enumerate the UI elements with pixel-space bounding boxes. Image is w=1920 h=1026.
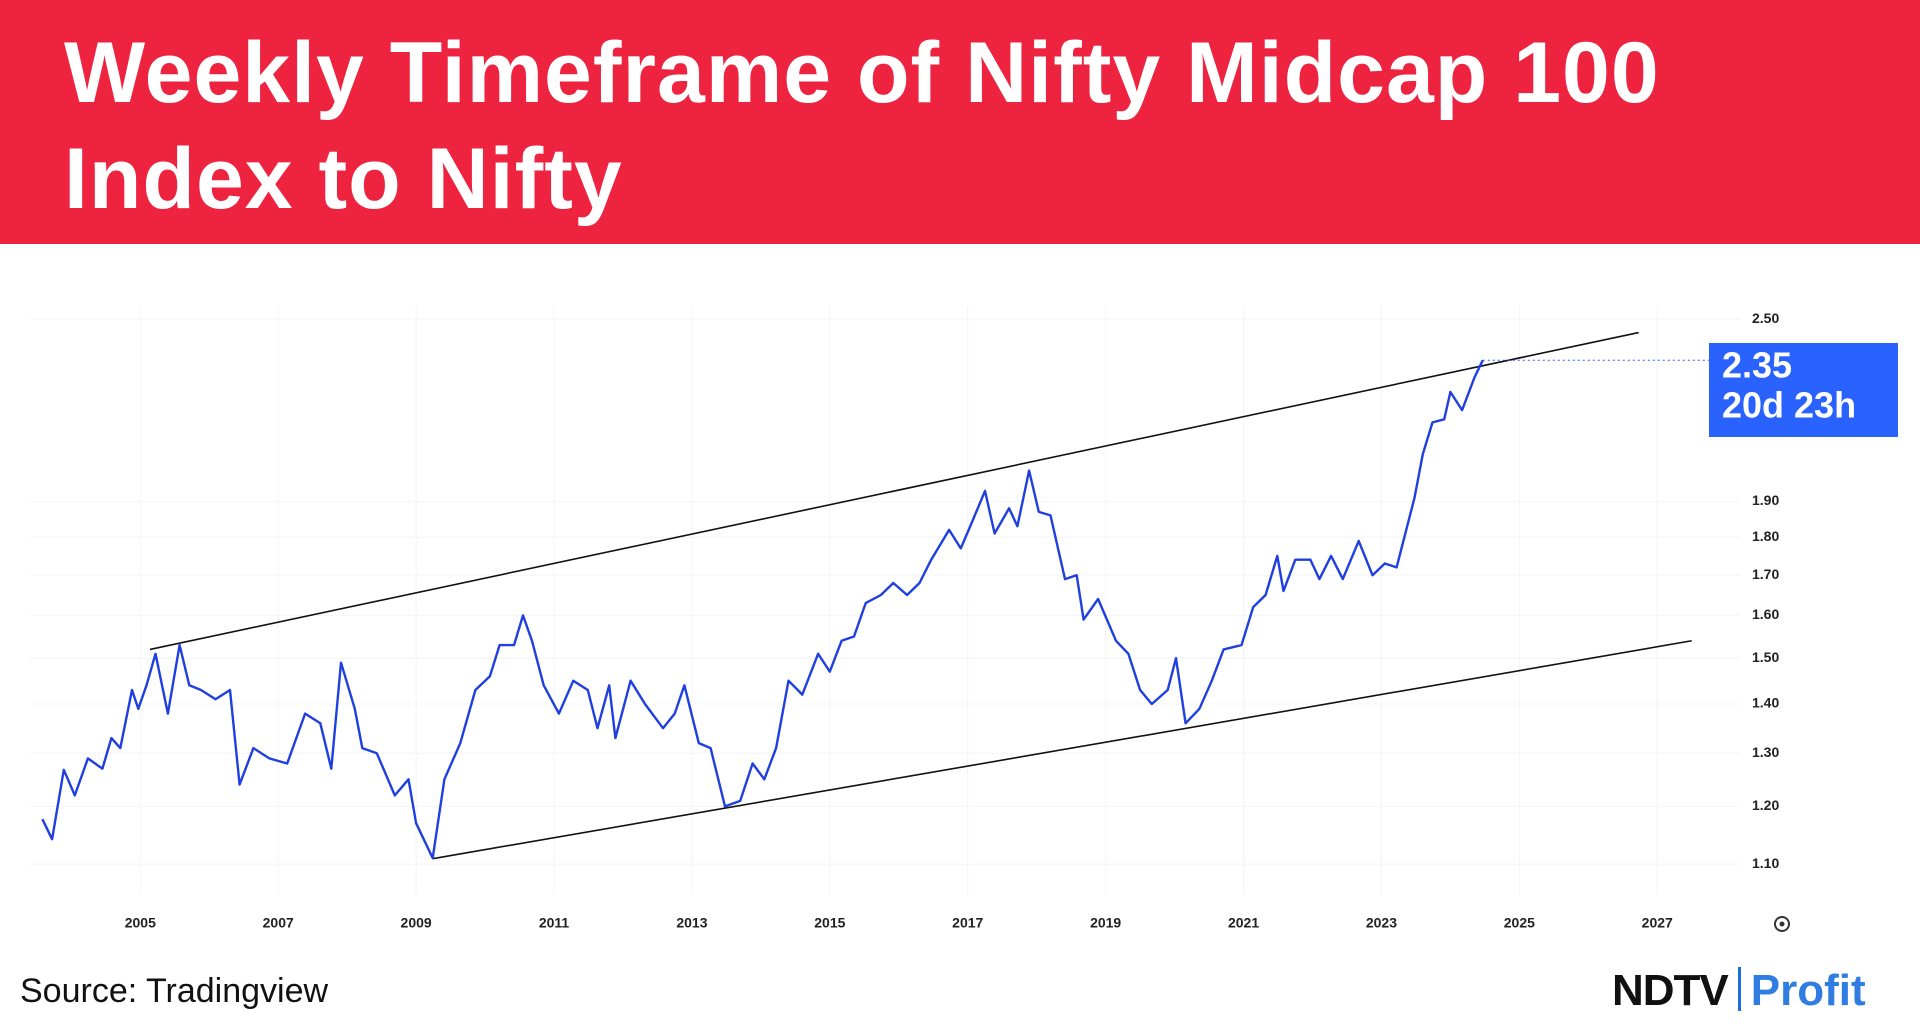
- y-tick-label: 1.10: [1752, 855, 1779, 871]
- x-tick-label: 2019: [1090, 915, 1121, 931]
- last-value-label: 2.35: [1722, 345, 1792, 386]
- trendline: [149, 331, 1639, 651]
- logo: NDTV Profit: [1612, 966, 1866, 1016]
- logo-left: NDTV: [1612, 966, 1729, 1015]
- y-tick-label: 1.80: [1752, 528, 1779, 544]
- x-tick-label: 2015: [814, 915, 845, 931]
- settings-icon[interactable]: [1774, 916, 1790, 932]
- x-tick-label: 2025: [1504, 915, 1535, 931]
- logo-separator: [1737, 967, 1741, 1011]
- x-tick-label: 2017: [952, 915, 983, 931]
- x-tick-label: 2007: [263, 915, 294, 931]
- x-tick-label: 2021: [1228, 915, 1259, 931]
- title: Weekly Timeframe of Nifty Midcap 100 Ind…: [64, 25, 1660, 227]
- x-tick-label: 2005: [125, 915, 156, 931]
- y-tick-label: 2.50: [1752, 310, 1779, 326]
- countdown-label: 20d 23h: [1722, 385, 1856, 426]
- y-tick-label: 1.50: [1752, 649, 1779, 665]
- y-tick-label: 1.70: [1752, 566, 1779, 582]
- logo-right: Profit: [1750, 966, 1866, 1015]
- price-line: [41, 359, 1484, 860]
- y-tick-label: 1.90: [1752, 492, 1779, 508]
- last-value-box: [1709, 343, 1898, 437]
- x-tick-label: 2027: [1642, 915, 1673, 931]
- x-tick-label: 2011: [539, 915, 570, 931]
- x-tick-label: 2009: [401, 915, 432, 931]
- y-tick-label: 1.40: [1752, 695, 1779, 711]
- x-tick-label: 2013: [676, 915, 707, 931]
- y-tick-label: 1.30: [1752, 744, 1779, 760]
- x-tick-label: 2023: [1366, 915, 1397, 931]
- y-tick-label: 1.60: [1752, 606, 1779, 622]
- source: Source: Tradingview: [20, 972, 329, 1010]
- y-tick-label: 1.20: [1752, 797, 1779, 813]
- header: Weekly Timeframe of Nifty Midcap 100 Ind…: [0, 0, 1920, 244]
- trendline: [432, 639, 1692, 860]
- settings-icon-dot: [1779, 921, 1785, 927]
